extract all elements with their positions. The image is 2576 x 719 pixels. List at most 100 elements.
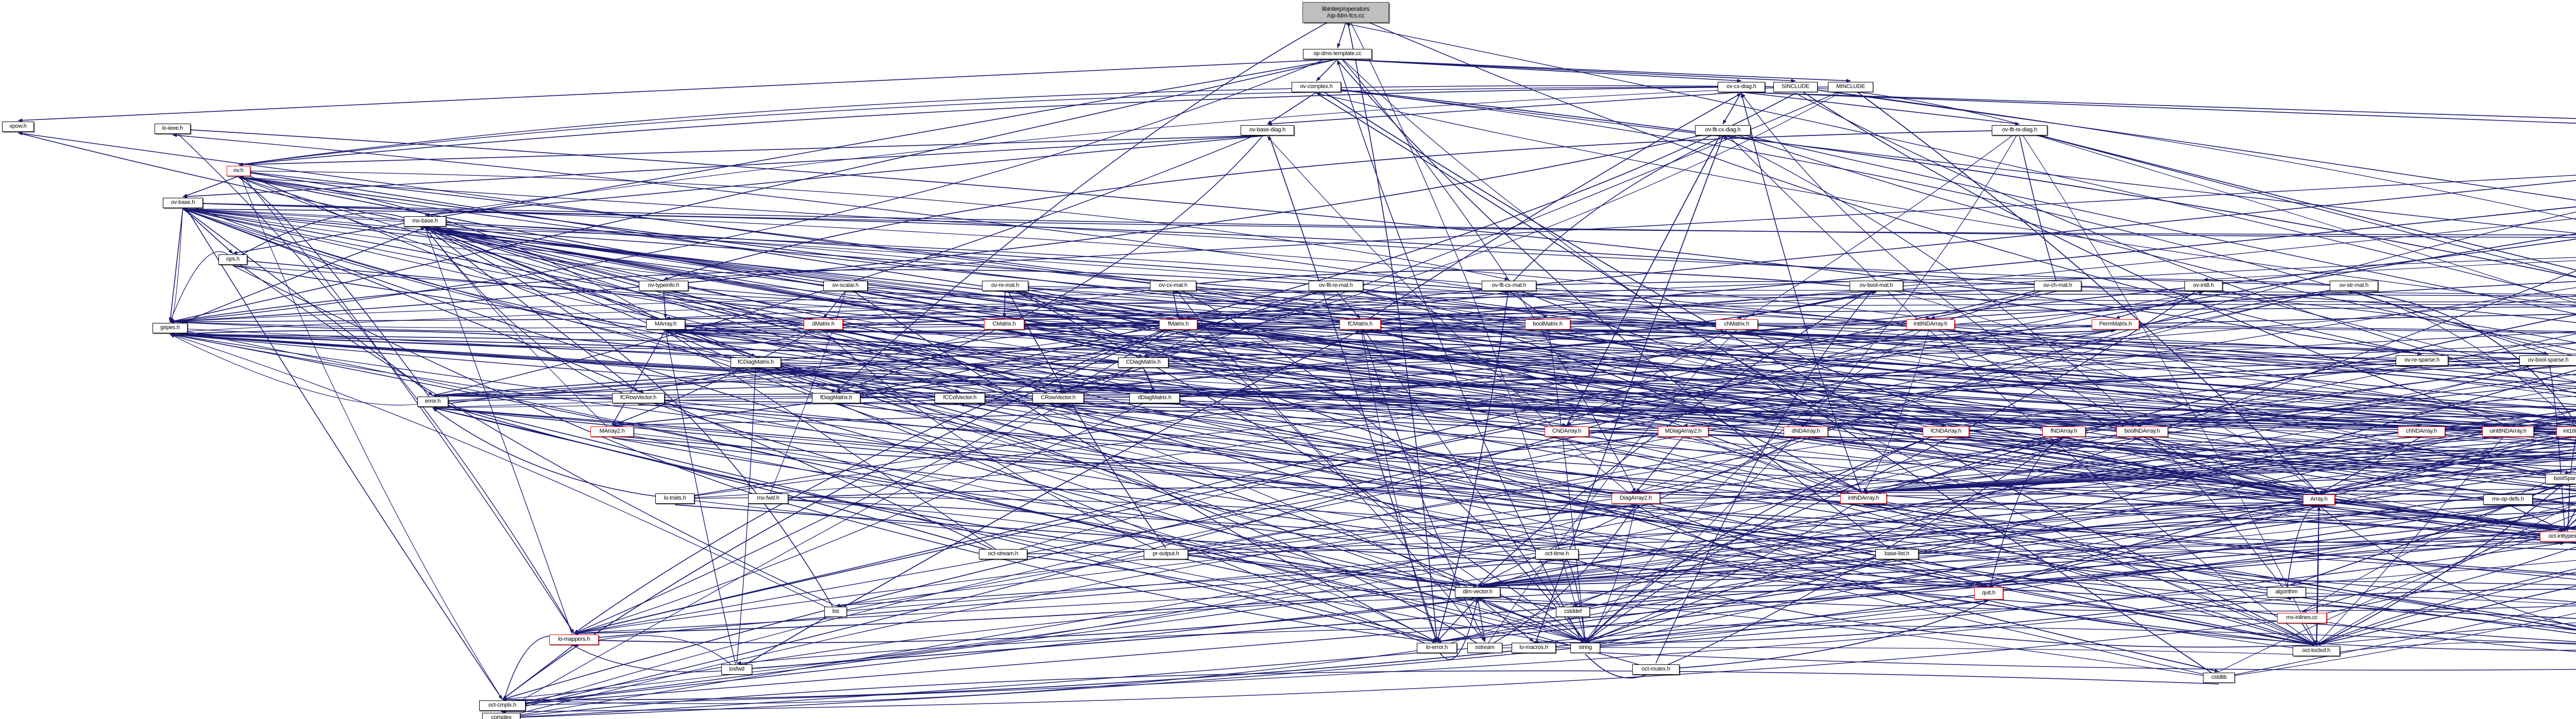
graph-node-ov-flt-re-diag[interactable]: ov-flt-re-diag.h bbox=[1992, 125, 2047, 135]
graph-node-ov-bool-mat[interactable]: ov-bool-mat.h bbox=[1850, 281, 1903, 291]
graph-node-fCNDArray[interactable]: fCNDArray.h bbox=[1923, 426, 1969, 437]
graph-node-op-dms-template[interactable]: op-dms-template.cc bbox=[1303, 49, 1372, 59]
graph-node-ov-complex[interactable]: ov-complex.h bbox=[1292, 82, 1341, 92]
graph-node-mx-op-defs[interactable]: mx-op-defs.h bbox=[2483, 494, 2533, 505]
graph-node-chNDArray[interactable]: chNDArray.h bbox=[2398, 426, 2445, 437]
graph-node-boolSparse[interactable]: boolSparse.h bbox=[2545, 474, 2576, 484]
graph-node-cstddef[interactable]: cstddef bbox=[1556, 607, 1590, 617]
graph-node-CMatrix[interactable]: CMatrix.h bbox=[984, 319, 1024, 330]
graph-node-lo-traits[interactable]: lo-traits.h bbox=[655, 493, 694, 504]
graph-node-cstdlib[interactable]: cstdlib bbox=[2203, 673, 2235, 683]
graph-node-chMatrix[interactable]: chMatrix.h bbox=[1716, 319, 1758, 330]
graph-node-ov-bool-sparse[interactable]: ov-bool-sparse.h bbox=[2519, 355, 2576, 366]
graph-node-ov-typeinfo[interactable]: ov-typeinfo.h bbox=[639, 281, 688, 291]
graph-node-root[interactable]: libinterp/operators /op-fdm-fcs.cc bbox=[1302, 2, 1389, 23]
graph-node-boolMatrix[interactable]: boolMatrix.h bbox=[1525, 319, 1570, 330]
graph-node-ov-base-diag[interactable]: ov-base-diag.h bbox=[1241, 125, 1294, 135]
graph-node-ov-scalar[interactable]: ov-scalar.h bbox=[823, 281, 868, 291]
graph-node-Array[interactable]: Array.h bbox=[2303, 494, 2335, 505]
graph-node-ov-cx-diag[interactable]: ov-cx-diag.h bbox=[1718, 82, 1765, 92]
graph-node-ops[interactable]: ops.h bbox=[218, 254, 247, 265]
graph-edge bbox=[1143, 367, 1155, 392]
graph-edge bbox=[238, 176, 666, 325]
graph-node-gripes[interactable]: gripes.h bbox=[152, 323, 188, 333]
graph-node-intNDArray[interactable]: intNDArray.h bbox=[1840, 493, 1887, 504]
graph-edge bbox=[1154, 295, 2576, 399]
graph-node-MArray2[interactable]: MArray2.h bbox=[590, 426, 634, 437]
graph-node-MDiagArray2[interactable]: MDiagArray2.h bbox=[1658, 426, 1708, 437]
graph-node-mx-fwd[interactable]: mx-fwd.h bbox=[748, 493, 788, 504]
graph-edge bbox=[182, 209, 1573, 612]
graph-node-ov-re-mat[interactable]: ov-re-mat.h bbox=[982, 281, 1028, 291]
graph-node-PermMatrix[interactable]: PermMatrix.h bbox=[2092, 319, 2139, 330]
graph-node-oct-inttypes[interactable]: oct-inttypes.h bbox=[2540, 532, 2576, 542]
graph-node-fDiagMatrix[interactable]: fDiagMatrix.h bbox=[812, 393, 860, 403]
graph-node-fCColVector[interactable]: fCColVector.h bbox=[935, 393, 985, 403]
graph-node-fCRowVector[interactable]: fCRowVector.h bbox=[612, 393, 665, 403]
graph-node-boolNDArray[interactable]: boolNDArray.h bbox=[2116, 426, 2168, 437]
graph-node-ov-flt-cx-diag[interactable]: ov-flt-cx-diag.h bbox=[1695, 125, 1751, 135]
graph-node-quit[interactable]: quit.h bbox=[1974, 587, 2003, 600]
graph-node-ov-ch-mat[interactable]: ov-ch-mat.h bbox=[2034, 281, 2081, 291]
graph-node-complex[interactable]: complex bbox=[482, 713, 520, 719]
graph-node-mx-base[interactable]: mx-base.h bbox=[404, 216, 446, 227]
graph-node-ov-int8[interactable]: ov-int8.h bbox=[2184, 281, 2223, 291]
graph-node-MINCLUDE[interactable]: MINCLUDE bbox=[1828, 82, 1873, 92]
graph-edge bbox=[2301, 478, 2576, 612]
graph-node-oct-time[interactable]: oct-time.h bbox=[1535, 549, 1579, 559]
graph-node-lo-error[interactable]: lo-error.h bbox=[1417, 643, 1457, 653]
graph-node-mx-inlines[interactable]: mx-inlines.cc bbox=[2277, 613, 2327, 623]
graph-node-dNDArray[interactable]: dNDArray.h bbox=[1784, 426, 1828, 437]
graph-node-uint8NDArray[interactable]: uint8NDArray.h bbox=[2482, 426, 2534, 437]
graph-node-ov[interactable]: ov.h bbox=[227, 166, 250, 176]
graph-node-CRowVector[interactable]: CRowVector.h bbox=[1032, 393, 1084, 403]
graph-node-ov-base[interactable]: ov-base.h bbox=[163, 198, 203, 208]
graph-node-ov-re-sparse[interactable]: ov-re-sparse.h bbox=[2396, 355, 2448, 366]
graph-node-int16NDArray[interactable]: int16NDArray.h bbox=[2556, 426, 2576, 437]
graph-edge bbox=[1003, 468, 2576, 555]
graph-edge bbox=[1477, 597, 1486, 642]
graph-node-lo-mappers[interactable]: lo-mappers.h bbox=[549, 635, 599, 645]
graph-node-oct-cmplx[interactable]: oct-cmplx.h bbox=[479, 700, 526, 711]
graph-node-MArray[interactable]: MArray.h bbox=[646, 319, 685, 330]
graph-node-SINCLUDE[interactable]: SINCLUDE bbox=[1773, 82, 1818, 92]
graph-edge bbox=[1795, 93, 2576, 394]
graph-node-lo-macros[interactable]: lo-macros.h bbox=[1512, 643, 1556, 653]
graph-node-fCMatrix[interactable]: fCMatrix.h bbox=[1340, 319, 1381, 330]
graph-node-int8NDArray-u[interactable]: int8NDArray.h bbox=[1906, 319, 1955, 330]
graph-node-ov-cx-mat[interactable]: ov-cx-mat.h bbox=[1150, 281, 1196, 291]
graph-node-xpow[interactable]: xpow.h bbox=[2, 122, 34, 132]
graph-node-dim-vector[interactable]: dim-vector.h bbox=[1455, 587, 1500, 597]
graph-node-dDiagMatrix[interactable]: dDiagMatrix.h bbox=[1129, 393, 1180, 403]
graph-edge bbox=[432, 407, 1004, 555]
graph-node-oct-mutex[interactable]: oct-mutex.h bbox=[1632, 664, 1680, 675]
graph-node-oct-locbuf[interactable]: oct-locbuf.h bbox=[2293, 646, 2340, 656]
graph-node-ov-flt-re-mat[interactable]: ov-flt-re-mat.h bbox=[1309, 281, 1363, 291]
graph-node-ov-flt-cx-mat[interactable]: ov-flt-cx-mat.h bbox=[1482, 281, 1536, 291]
graph-edge bbox=[1436, 495, 2576, 643]
graph-node-CDiagMatrix[interactable]: CDiagMatrix.h bbox=[1118, 357, 1168, 368]
graph-node-fCDiagMatrix[interactable]: fCDiagMatrix.h bbox=[731, 357, 781, 368]
graph-node-dMatrix[interactable]: dMatrix.h bbox=[804, 319, 843, 330]
graph-edge bbox=[502, 285, 2354, 700]
graph-node-CNDArray[interactable]: CNDArray.h bbox=[1545, 426, 1589, 437]
graph-node-ov-str-mat[interactable]: ov-str-mat.h bbox=[2330, 281, 2378, 291]
graph-node-pr-output[interactable]: pr-output.h bbox=[1144, 549, 1188, 559]
graph-edge bbox=[2316, 505, 2321, 652]
graph-node-fNDArray[interactable]: fNDArray.h bbox=[2042, 426, 2086, 437]
graph-node-string[interactable]: string bbox=[1570, 643, 1600, 653]
graph-node-list[interactable]: list bbox=[824, 607, 847, 617]
graph-edge bbox=[573, 324, 1179, 634]
graph-edge bbox=[238, 85, 1796, 166]
graph-node-fMatrix[interactable]: fMatrix.h bbox=[1159, 319, 1197, 330]
graph-node-base-list[interactable]: base-list.h bbox=[1875, 549, 1919, 559]
graph-edge bbox=[665, 330, 2576, 444]
graph-node-algorithm[interactable]: algorithm bbox=[2267, 587, 2306, 597]
graph-node-oct-stream[interactable]: oct-stream.h bbox=[979, 549, 1027, 559]
graph-node-lo-ieee[interactable]: lo-ieee.h bbox=[155, 124, 191, 134]
graph-node-DiagArray2[interactable]: DiagArray2.h bbox=[1612, 493, 1660, 504]
graph-node-sstream[interactable]: sstream bbox=[1467, 643, 1502, 653]
graph-node-iosfwd[interactable]: iosfwd bbox=[721, 664, 752, 675]
graph-edge bbox=[1988, 448, 2576, 587]
graph-node-error[interactable]: error.h bbox=[417, 397, 448, 407]
